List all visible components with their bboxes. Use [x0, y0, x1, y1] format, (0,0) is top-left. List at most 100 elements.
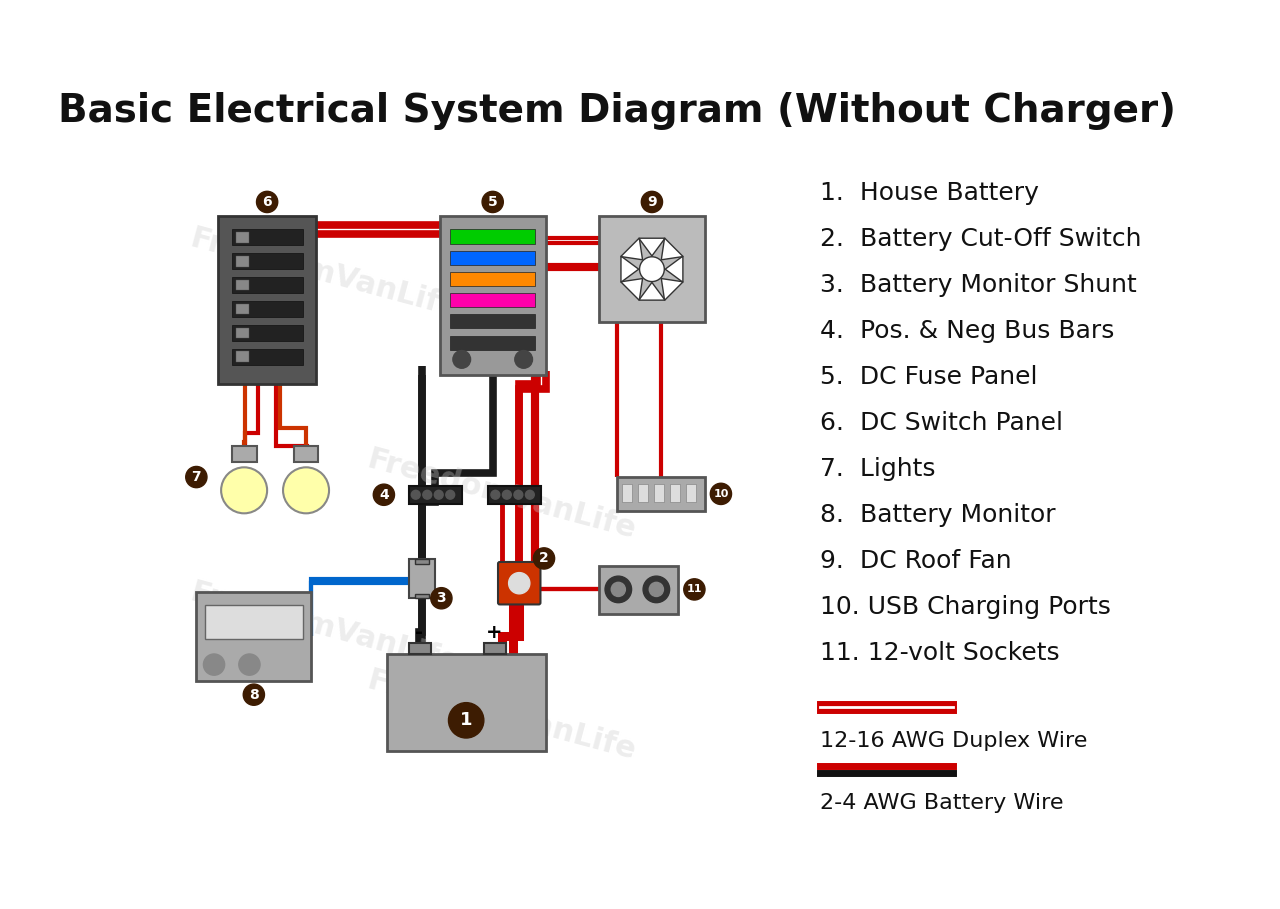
Bar	[293, 446, 319, 462]
Bar	[237, 232, 250, 243]
Circle shape	[186, 466, 207, 487]
Polygon shape	[666, 256, 684, 283]
Text: 3.  Battery Monitor Shunt: 3. Battery Monitor Shunt	[820, 273, 1137, 296]
Text: 1: 1	[460, 712, 472, 729]
Bar	[599, 216, 705, 323]
Circle shape	[515, 490, 522, 499]
Text: -: -	[415, 623, 424, 642]
Circle shape	[431, 587, 452, 609]
Bar	[387, 654, 545, 751]
Circle shape	[204, 654, 225, 675]
Bar	[408, 486, 462, 504]
Bar	[219, 216, 316, 385]
Bar	[451, 251, 535, 265]
Circle shape	[434, 490, 443, 499]
Circle shape	[503, 490, 511, 499]
Text: 2-4 AWG Battery Wire: 2-4 AWG Battery Wire	[820, 793, 1064, 813]
Text: 11: 11	[686, 584, 703, 594]
Circle shape	[710, 484, 732, 504]
Bar	[439, 216, 545, 375]
Text: 8: 8	[250, 688, 259, 702]
Circle shape	[612, 583, 626, 596]
Circle shape	[283, 467, 329, 514]
Text: +: +	[486, 623, 503, 642]
Bar	[408, 559, 435, 598]
Circle shape	[445, 490, 454, 499]
Bar	[232, 446, 256, 462]
Text: 6: 6	[262, 195, 271, 209]
Bar	[196, 592, 311, 681]
Bar	[451, 229, 535, 244]
Bar	[488, 486, 541, 504]
Bar	[599, 565, 678, 614]
Bar	[232, 349, 302, 365]
Bar	[205, 605, 302, 639]
Text: 6.  DC Switch Panel: 6. DC Switch Panel	[820, 411, 1062, 435]
Circle shape	[411, 490, 420, 499]
Text: 4: 4	[379, 488, 389, 502]
Circle shape	[649, 583, 663, 596]
Text: 11. 12-volt Sockets: 11. 12-volt Sockets	[820, 641, 1060, 664]
Text: 3: 3	[436, 591, 447, 605]
Bar	[232, 301, 302, 317]
Bar	[237, 280, 250, 290]
Text: 9: 9	[648, 195, 657, 209]
Polygon shape	[621, 238, 643, 260]
Text: FreedomVanLife: FreedomVanLife	[364, 445, 639, 544]
Bar	[654, 484, 664, 502]
Circle shape	[492, 490, 499, 499]
Text: FreedomVanLife: FreedomVanLife	[364, 666, 639, 765]
Bar	[237, 327, 250, 338]
Circle shape	[453, 351, 471, 368]
Circle shape	[515, 351, 532, 368]
Circle shape	[643, 576, 669, 603]
Bar	[237, 352, 250, 362]
Bar	[669, 484, 680, 502]
Text: 9.  DC Roof Fan: 9. DC Roof Fan	[820, 549, 1011, 573]
Bar	[617, 477, 705, 511]
Text: 5.  DC Fuse Panel: 5. DC Fuse Panel	[820, 365, 1038, 389]
Bar	[232, 229, 302, 245]
Bar	[237, 256, 250, 266]
Circle shape	[221, 467, 268, 514]
Circle shape	[641, 191, 663, 213]
Bar	[408, 644, 431, 654]
Text: FreedomVanLife: FreedomVanLife	[187, 224, 462, 324]
Text: FreedomVanLife: FreedomVanLife	[187, 577, 462, 677]
Text: 10: 10	[713, 489, 728, 499]
Circle shape	[605, 576, 631, 603]
Polygon shape	[662, 278, 684, 300]
Text: 8.  Battery Monitor: 8. Battery Monitor	[820, 503, 1056, 526]
Bar	[451, 315, 535, 328]
Text: 7: 7	[192, 470, 201, 484]
Bar	[622, 484, 632, 502]
Polygon shape	[621, 256, 639, 283]
Polygon shape	[639, 238, 666, 256]
Bar	[415, 594, 429, 598]
Circle shape	[374, 484, 394, 505]
Bar	[451, 293, 535, 307]
Text: 2: 2	[539, 552, 549, 565]
Polygon shape	[639, 283, 666, 300]
Circle shape	[256, 191, 278, 213]
Text: 2.  Battery Cut-Off Switch: 2. Battery Cut-Off Switch	[820, 226, 1142, 251]
Bar	[415, 559, 429, 564]
Circle shape	[684, 579, 705, 600]
Bar	[484, 644, 506, 654]
Circle shape	[239, 654, 260, 675]
Circle shape	[422, 490, 431, 499]
Polygon shape	[662, 238, 684, 260]
Text: 10. USB Charging Ports: 10. USB Charging Ports	[820, 594, 1111, 619]
FancyBboxPatch shape	[498, 562, 540, 604]
Circle shape	[534, 548, 554, 569]
Bar	[237, 304, 250, 315]
Text: 12-16 AWG Duplex Wire: 12-16 AWG Duplex Wire	[820, 731, 1088, 751]
Circle shape	[640, 256, 664, 282]
Bar	[232, 254, 302, 269]
Bar	[686, 484, 696, 502]
Circle shape	[448, 703, 484, 738]
Bar	[637, 484, 649, 502]
Circle shape	[525, 490, 534, 499]
Bar	[451, 272, 535, 286]
Polygon shape	[621, 278, 643, 300]
